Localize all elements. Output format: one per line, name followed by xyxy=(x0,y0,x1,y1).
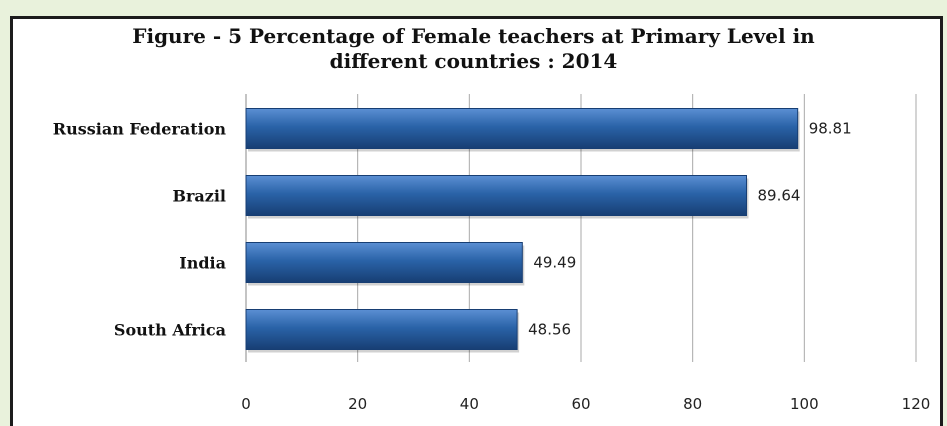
bars xyxy=(245,108,800,353)
chart-title: Figure - 5 Percentage of Female teachers… xyxy=(0,24,947,74)
x-tick-label: 120 xyxy=(902,395,931,413)
bar xyxy=(245,108,799,149)
category-label: India xyxy=(179,254,226,273)
category-label: Russian Federation xyxy=(53,120,227,139)
value-label: 49.49 xyxy=(533,254,576,272)
bar xyxy=(245,242,523,283)
x-tick-label: 100 xyxy=(790,395,819,413)
category-label: South Africa xyxy=(114,321,226,340)
x-tick-label: 20 xyxy=(348,395,367,413)
x-tick-label: 40 xyxy=(460,395,479,413)
bar xyxy=(245,309,518,350)
x-tick-label: 60 xyxy=(571,395,590,413)
x-axis-tick-labels: 0 20 40 60 80 100 120 xyxy=(241,395,930,413)
value-label: 98.81 xyxy=(809,120,852,138)
x-tick-label: 80 xyxy=(683,395,702,413)
value-label: 89.64 xyxy=(757,187,800,205)
chart-title-line-2: different countries : 2014 xyxy=(329,49,618,73)
value-label: 48.56 xyxy=(528,321,571,339)
chart-title-line-1: Figure - 5 Percentage of Female teachers… xyxy=(132,24,815,48)
x-tick-label: 0 xyxy=(241,395,251,413)
bar xyxy=(245,175,747,216)
category-labels: Russian Federation Brazil India South Afric… xyxy=(53,120,227,340)
value-labels: 98.81 89.64 49.49 48.56 xyxy=(528,120,852,339)
category-label: Brazil xyxy=(172,187,226,206)
chart-frame xyxy=(10,16,943,426)
